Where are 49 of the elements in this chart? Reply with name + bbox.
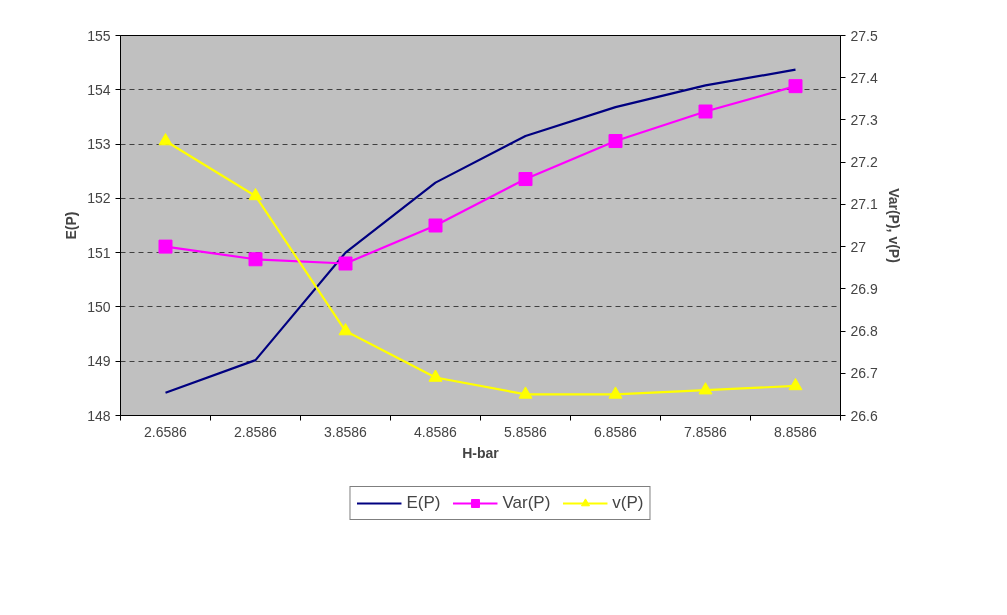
y2-tick-label: 27.4 xyxy=(850,69,878,86)
point xyxy=(608,134,623,149)
point xyxy=(608,386,623,399)
x-tick-label: 2.6586 xyxy=(144,423,188,440)
point xyxy=(788,79,803,94)
y2-tick-label: 26.9 xyxy=(850,280,878,297)
x-tick-label: 7.8586 xyxy=(684,423,728,440)
point xyxy=(248,187,263,201)
point xyxy=(158,239,173,254)
y-tick-label: 149 xyxy=(87,353,111,370)
legend-label: E(P) xyxy=(406,493,441,513)
point xyxy=(698,382,713,395)
y-tick-label: 151 xyxy=(87,244,111,261)
y-tick-label: 150 xyxy=(87,298,111,315)
point xyxy=(158,133,173,146)
y-tick-label: 153 xyxy=(87,136,111,153)
x-tick-label: 4.8586 xyxy=(414,423,458,440)
y2-axis-title: Var(P), v(P) xyxy=(885,188,902,263)
point xyxy=(788,377,803,391)
x-tick-label: 5.8586 xyxy=(504,423,548,440)
y-tick-label: 152 xyxy=(87,190,111,207)
y2-tick-label: 26.7 xyxy=(850,365,878,382)
y2-tick-label: 27.2 xyxy=(850,154,878,171)
point xyxy=(338,323,353,336)
y2-tick-label: 27.5 xyxy=(850,27,878,44)
point xyxy=(428,218,443,233)
point xyxy=(248,252,263,267)
point xyxy=(338,256,353,271)
x-tick-label: 8.8586 xyxy=(774,423,818,440)
y-tick-label: 154 xyxy=(87,81,111,98)
point xyxy=(428,369,443,382)
x-axis-title: H-bar xyxy=(462,444,500,461)
x-tick-label: 3.8586 xyxy=(324,423,368,440)
point xyxy=(698,104,713,119)
y-tick-label: 148 xyxy=(87,407,111,424)
legend-label: Var(P) xyxy=(502,493,551,513)
y-axis-title: E(P) xyxy=(63,211,80,240)
y2-tick-label: 27 xyxy=(850,238,867,255)
point xyxy=(518,172,533,187)
y2-tick-label: 27.1 xyxy=(850,196,878,213)
y2-tick-label: 26.8 xyxy=(850,323,878,340)
y-tick-label: 155 xyxy=(87,27,111,44)
legend-label: v(P) xyxy=(612,493,644,513)
point xyxy=(518,386,533,399)
line-series xyxy=(164,68,797,394)
y2-tick-label: 26.6 xyxy=(850,407,878,424)
x-tick-label: 6.8586 xyxy=(594,423,638,440)
y2-tick-label: 27.3 xyxy=(850,111,878,128)
x-tick-label: 2.8586 xyxy=(234,423,278,440)
